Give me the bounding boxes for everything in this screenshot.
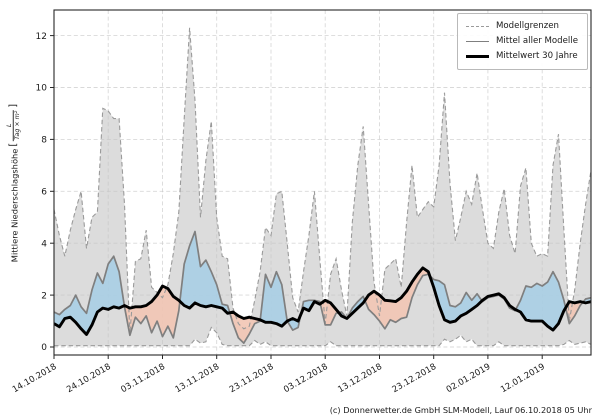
x-tick-label: 12.01.2019 — [499, 362, 547, 395]
x-tick-label: 14.10.2018 — [11, 362, 59, 395]
legend-label: Modellgrenzen — [495, 21, 559, 32]
copyright-credit: (c) Donnerwetter.de GmbH SLM-Modell, Lau… — [329, 405, 592, 415]
fill-below-climate-mean — [124, 286, 180, 338]
legend-label: Mittel aller Modelle — [495, 36, 578, 47]
y-axis-label-text: Mittlere Niederschlagshöhe — [9, 148, 19, 263]
y-axis-unit-denominator: Tag × m² — [13, 109, 22, 141]
y-tick-label: 8 — [41, 136, 47, 146]
climate-mean-line — [54, 266, 591, 336]
x-tick-label: 13.12.2018 — [336, 362, 384, 395]
plot-area — [54, 10, 591, 355]
fill-above-climate-mean — [515, 271, 566, 331]
model-range-band — [54, 27, 591, 346]
y-axis-unit-numerator: L — [5, 123, 13, 127]
fill-above-climate-mean — [54, 256, 125, 335]
legend-item-mittel-aller-modelle: Mittel aller Modelle — [465, 34, 578, 49]
y-tick-label: 0 — [41, 343, 47, 353]
y-axis-unit-bracket-close: ] — [8, 103, 19, 108]
y-tick-label: 12 — [36, 32, 47, 42]
x-tick-label: 02.01.2019 — [445, 362, 493, 395]
legend-item-mittelwert-30-jahre: Mittelwert 30 Jahre — [465, 49, 578, 64]
legend: Modellgrenzen Mittel aller Modelle Mitte… — [456, 13, 588, 70]
x-tick-label: 23.11.2018 — [228, 362, 276, 395]
fill-below-climate-mean — [320, 300, 339, 325]
y-tick-label: 6 — [41, 188, 47, 198]
model-range-lower-line — [54, 326, 591, 347]
x-tick-label: 23.12.2018 — [391, 362, 439, 395]
y-tick-label: 2 — [41, 291, 47, 301]
x-tick-label: 13.11.2018 — [174, 362, 222, 395]
y-axis-unit-bracket-open: [ — [8, 142, 19, 147]
dashed-line-icon — [465, 26, 489, 27]
y-axis-label: Mittlere Niederschlagshöhe [ L Tag × m² … — [5, 103, 22, 263]
black-line-icon — [465, 55, 489, 58]
y-tick-label: 10 — [36, 84, 48, 94]
y-axis-unit-fraction: L Tag × m² — [5, 109, 22, 141]
x-tick-label: 24.10.2018 — [65, 362, 113, 395]
legend-item-modellgrenzen: Modellgrenzen — [465, 19, 578, 34]
fill-below-climate-mean — [364, 267, 430, 329]
legend-label: Mittelwert 30 Jahre — [495, 51, 578, 62]
gray-line-icon — [465, 41, 489, 42]
x-tick-label: 03.11.2018 — [119, 362, 167, 395]
plot-frame — [53, 9, 592, 356]
fill-below-climate-mean — [229, 312, 261, 344]
model-range-upper-line — [54, 27, 591, 335]
y-tick-label: 4 — [41, 239, 47, 249]
fill-above-climate-mean — [179, 231, 230, 314]
x-tick-label: 03.12.2018 — [282, 362, 330, 395]
